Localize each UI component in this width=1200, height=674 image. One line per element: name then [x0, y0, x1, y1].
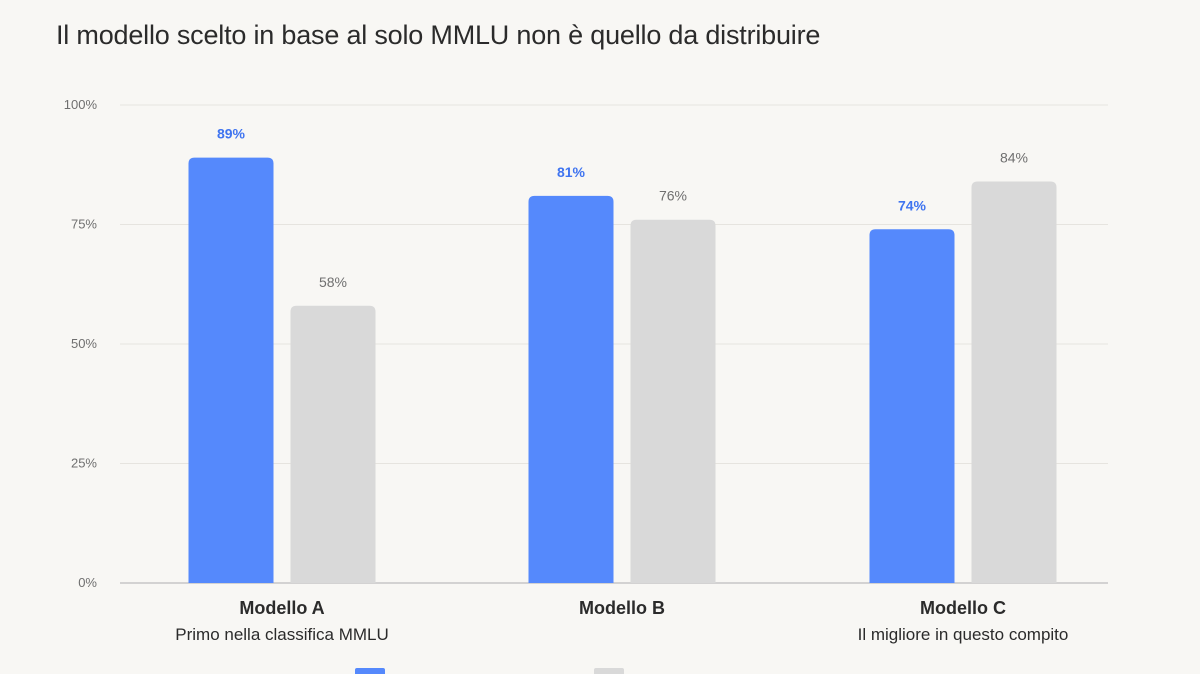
bar-modello-c-series-2 — [971, 181, 1057, 584]
x-category-sublabel: Primo nella classifica MMLU — [175, 625, 389, 644]
data-label: 58% — [319, 274, 347, 290]
bar-modello-b-series-2 — [630, 219, 716, 583]
x-category-sublabel: Il migliore in questo compito — [858, 625, 1069, 644]
data-label: 89% — [217, 126, 246, 142]
chart-title: Il modello scelto in base al solo MMLU n… — [56, 20, 821, 50]
bar-modello-b-series-1 — [528, 195, 614, 583]
data-label: 81% — [557, 164, 586, 180]
data-label: 74% — [898, 197, 927, 213]
y-tick-label: 0% — [78, 575, 97, 590]
x-category-label: Modello A — [239, 598, 324, 618]
x-category-label: Modello C — [920, 598, 1006, 618]
y-tick-label: 75% — [71, 217, 97, 232]
bar-modello-c-series-1 — [869, 229, 955, 583]
legend-swatch-series-1 — [355, 668, 385, 674]
y-tick-label: 50% — [71, 336, 97, 351]
value-labels: 89% 58% 81% 76% 74% 84% — [217, 126, 1028, 290]
bars — [188, 157, 1057, 584]
bar-modello-a-series-1 — [188, 157, 274, 583]
y-tick-label: 25% — [71, 456, 97, 471]
x-axis-categories: Modello A Primo nella classifica MMLU Mode… — [175, 598, 1068, 644]
data-label: 76% — [659, 188, 687, 204]
y-tick-label: 100% — [64, 97, 98, 112]
bar-modello-a-series-2 — [290, 305, 376, 583]
x-category-label: Modello B — [579, 598, 665, 618]
legend-swatch-series-2 — [594, 668, 624, 674]
data-label: 84% — [1000, 149, 1028, 165]
legend — [355, 668, 624, 674]
y-axis-ticks: 0% 25% 50% 75% 100% — [64, 97, 98, 590]
